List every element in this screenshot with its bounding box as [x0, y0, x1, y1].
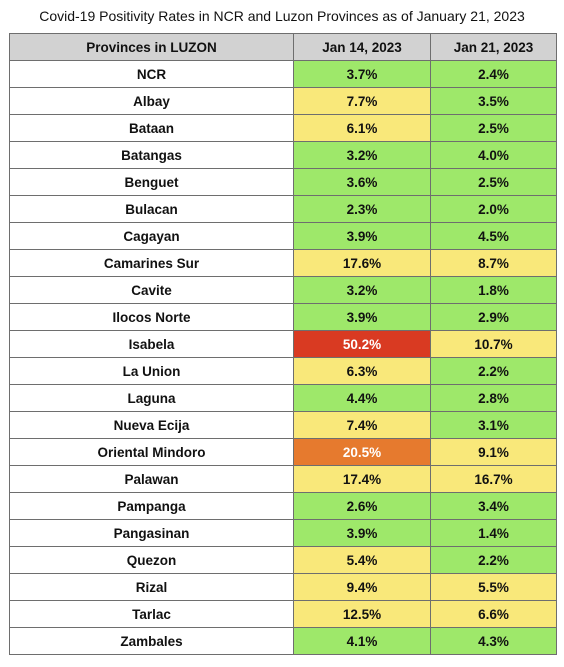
jan14-rate-cell: 3.6% [293, 168, 431, 196]
province-cell: La Union [9, 357, 294, 385]
province-cell: Nueva Ecija [9, 411, 294, 439]
jan21-rate-cell: 9.1% [430, 438, 557, 466]
province-cell: Pampanga [9, 492, 294, 520]
jan14-rate-cell: 17.6% [293, 249, 431, 277]
jan21-rate-cell: 3.4% [430, 492, 557, 520]
jan14-rate-cell: 5.4% [293, 546, 431, 574]
jan21-rate-cell: 4.3% [430, 627, 557, 655]
table-row: Pampanga 2.6% 3.4% [9, 492, 557, 520]
jan21-rate-cell: 2.4% [430, 60, 557, 88]
jan21-rate-cell: 1.8% [430, 276, 557, 304]
jan14-rate-cell: 3.9% [293, 303, 431, 331]
table-row: NCR 3.7% 2.4% [9, 60, 557, 88]
province-cell: Quezon [9, 546, 294, 574]
jan21-rate-cell: 2.8% [430, 384, 557, 412]
province-cell: Tarlac [9, 600, 294, 628]
jan21-rate-cell: 2.2% [430, 357, 557, 385]
chart-title: Covid-19 Positivity Rates in NCR and Luz… [39, 8, 525, 24]
province-cell: Zambales [9, 627, 294, 655]
table-row: Batangas 3.2% 4.0% [9, 141, 557, 169]
table-row: Rizal 9.4% 5.5% [9, 573, 557, 601]
table-row: Zambales 4.1% 4.3% [9, 627, 557, 655]
table-row: Ilocos Norte 3.9% 2.9% [9, 303, 557, 331]
table-row: Oriental Mindoro 20.5% 9.1% [9, 438, 557, 466]
jan21-rate-cell: 2.5% [430, 114, 557, 142]
jan21-rate-cell: 2.5% [430, 168, 557, 196]
jan21-rate-cell: 1.4% [430, 519, 557, 547]
province-cell: NCR [9, 60, 294, 88]
jan21-rate-cell: 2.2% [430, 546, 557, 574]
province-cell: Pangasinan [9, 519, 294, 547]
table-row: Isabela 50.2% 10.7% [9, 330, 557, 358]
jan21-rate-cell: 10.7% [430, 330, 557, 358]
jan14-rate-cell: 2.3% [293, 195, 431, 223]
jan14-rate-cell: 12.5% [293, 600, 431, 628]
jan14-rate-cell: 3.9% [293, 519, 431, 547]
province-cell: Laguna [9, 384, 294, 412]
jan14-rate-cell: 3.2% [293, 141, 431, 169]
jan14-rate-cell: 6.3% [293, 357, 431, 385]
table-row: Palawan 17.4% 16.7% [9, 465, 557, 493]
province-cell: Batangas [9, 141, 294, 169]
table-row: Bataan 6.1% 2.5% [9, 114, 557, 142]
province-cell: Oriental Mindoro [9, 438, 294, 466]
jan14-rate-cell: 7.4% [293, 411, 431, 439]
province-cell: Albay [9, 87, 294, 115]
jan14-rate-cell: 7.7% [293, 87, 431, 115]
jan21-rate-cell: 2.9% [430, 303, 557, 331]
jan14-rate-cell: 9.4% [293, 573, 431, 601]
jan14-rate-cell: 3.7% [293, 60, 431, 88]
jan14-rate-cell: 20.5% [293, 438, 431, 466]
jan21-rate-cell: 3.5% [430, 87, 557, 115]
table-row: Nueva Ecija 7.4% 3.1% [9, 411, 557, 439]
province-cell: Bataan [9, 114, 294, 142]
table-row: Laguna 4.4% 2.8% [9, 384, 557, 412]
table-row: Quezon 5.4% 2.2% [9, 546, 557, 574]
jan21-rate-cell: 4.5% [430, 222, 557, 250]
province-cell: Bulacan [9, 195, 294, 223]
table-row: Cagayan 3.9% 4.5% [9, 222, 557, 250]
province-cell: Camarines Sur [9, 249, 294, 277]
province-cell: Cavite [9, 276, 294, 304]
positivity-table: Provinces in LUZON Jan 14, 2023 Jan 21, … [9, 33, 557, 655]
table-row: La Union 6.3% 2.2% [9, 357, 557, 385]
jan21-rate-cell: 2.0% [430, 195, 557, 223]
province-cell: Isabela [9, 330, 294, 358]
province-cell: Ilocos Norte [9, 303, 294, 331]
table-row: Pangasinan 3.9% 1.4% [9, 519, 557, 547]
jan14-rate-cell: 17.4% [293, 465, 431, 493]
header-jan21: Jan 21, 2023 [430, 33, 557, 61]
jan14-rate-cell: 3.9% [293, 222, 431, 250]
jan21-rate-cell: 8.7% [430, 249, 557, 277]
jan14-rate-cell: 50.2% [293, 330, 431, 358]
table-row: Tarlac 12.5% 6.6% [9, 600, 557, 628]
header-jan14: Jan 14, 2023 [293, 33, 431, 61]
table-row: Cavite 3.2% 1.8% [9, 276, 557, 304]
jan21-rate-cell: 5.5% [430, 573, 557, 601]
jan21-rate-cell: 16.7% [430, 465, 557, 493]
table-body: NCR 3.7% 2.4% Albay 7.7% 3.5% Bataan 6.1% 2.5% Ba… [9, 60, 557, 655]
jan21-rate-cell: 6.6% [430, 600, 557, 628]
table-row: Benguet 3.6% 2.5% [9, 168, 557, 196]
header-row: Provinces in LUZON Jan 14, 2023 Jan 21, … [9, 33, 557, 61]
jan14-rate-cell: 2.6% [293, 492, 431, 520]
province-cell: Cagayan [9, 222, 294, 250]
province-cell: Palawan [9, 465, 294, 493]
jan21-rate-cell: 3.1% [430, 411, 557, 439]
header-province: Provinces in LUZON [9, 33, 294, 61]
province-cell: Rizal [9, 573, 294, 601]
table-row: Bulacan 2.3% 2.0% [9, 195, 557, 223]
table-row: Albay 7.7% 3.5% [9, 87, 557, 115]
jan14-rate-cell: 6.1% [293, 114, 431, 142]
table-row: Camarines Sur 17.6% 8.7% [9, 249, 557, 277]
jan14-rate-cell: 4.4% [293, 384, 431, 412]
jan14-rate-cell: 4.1% [293, 627, 431, 655]
jan21-rate-cell: 4.0% [430, 141, 557, 169]
province-cell: Benguet [9, 168, 294, 196]
jan14-rate-cell: 3.2% [293, 276, 431, 304]
